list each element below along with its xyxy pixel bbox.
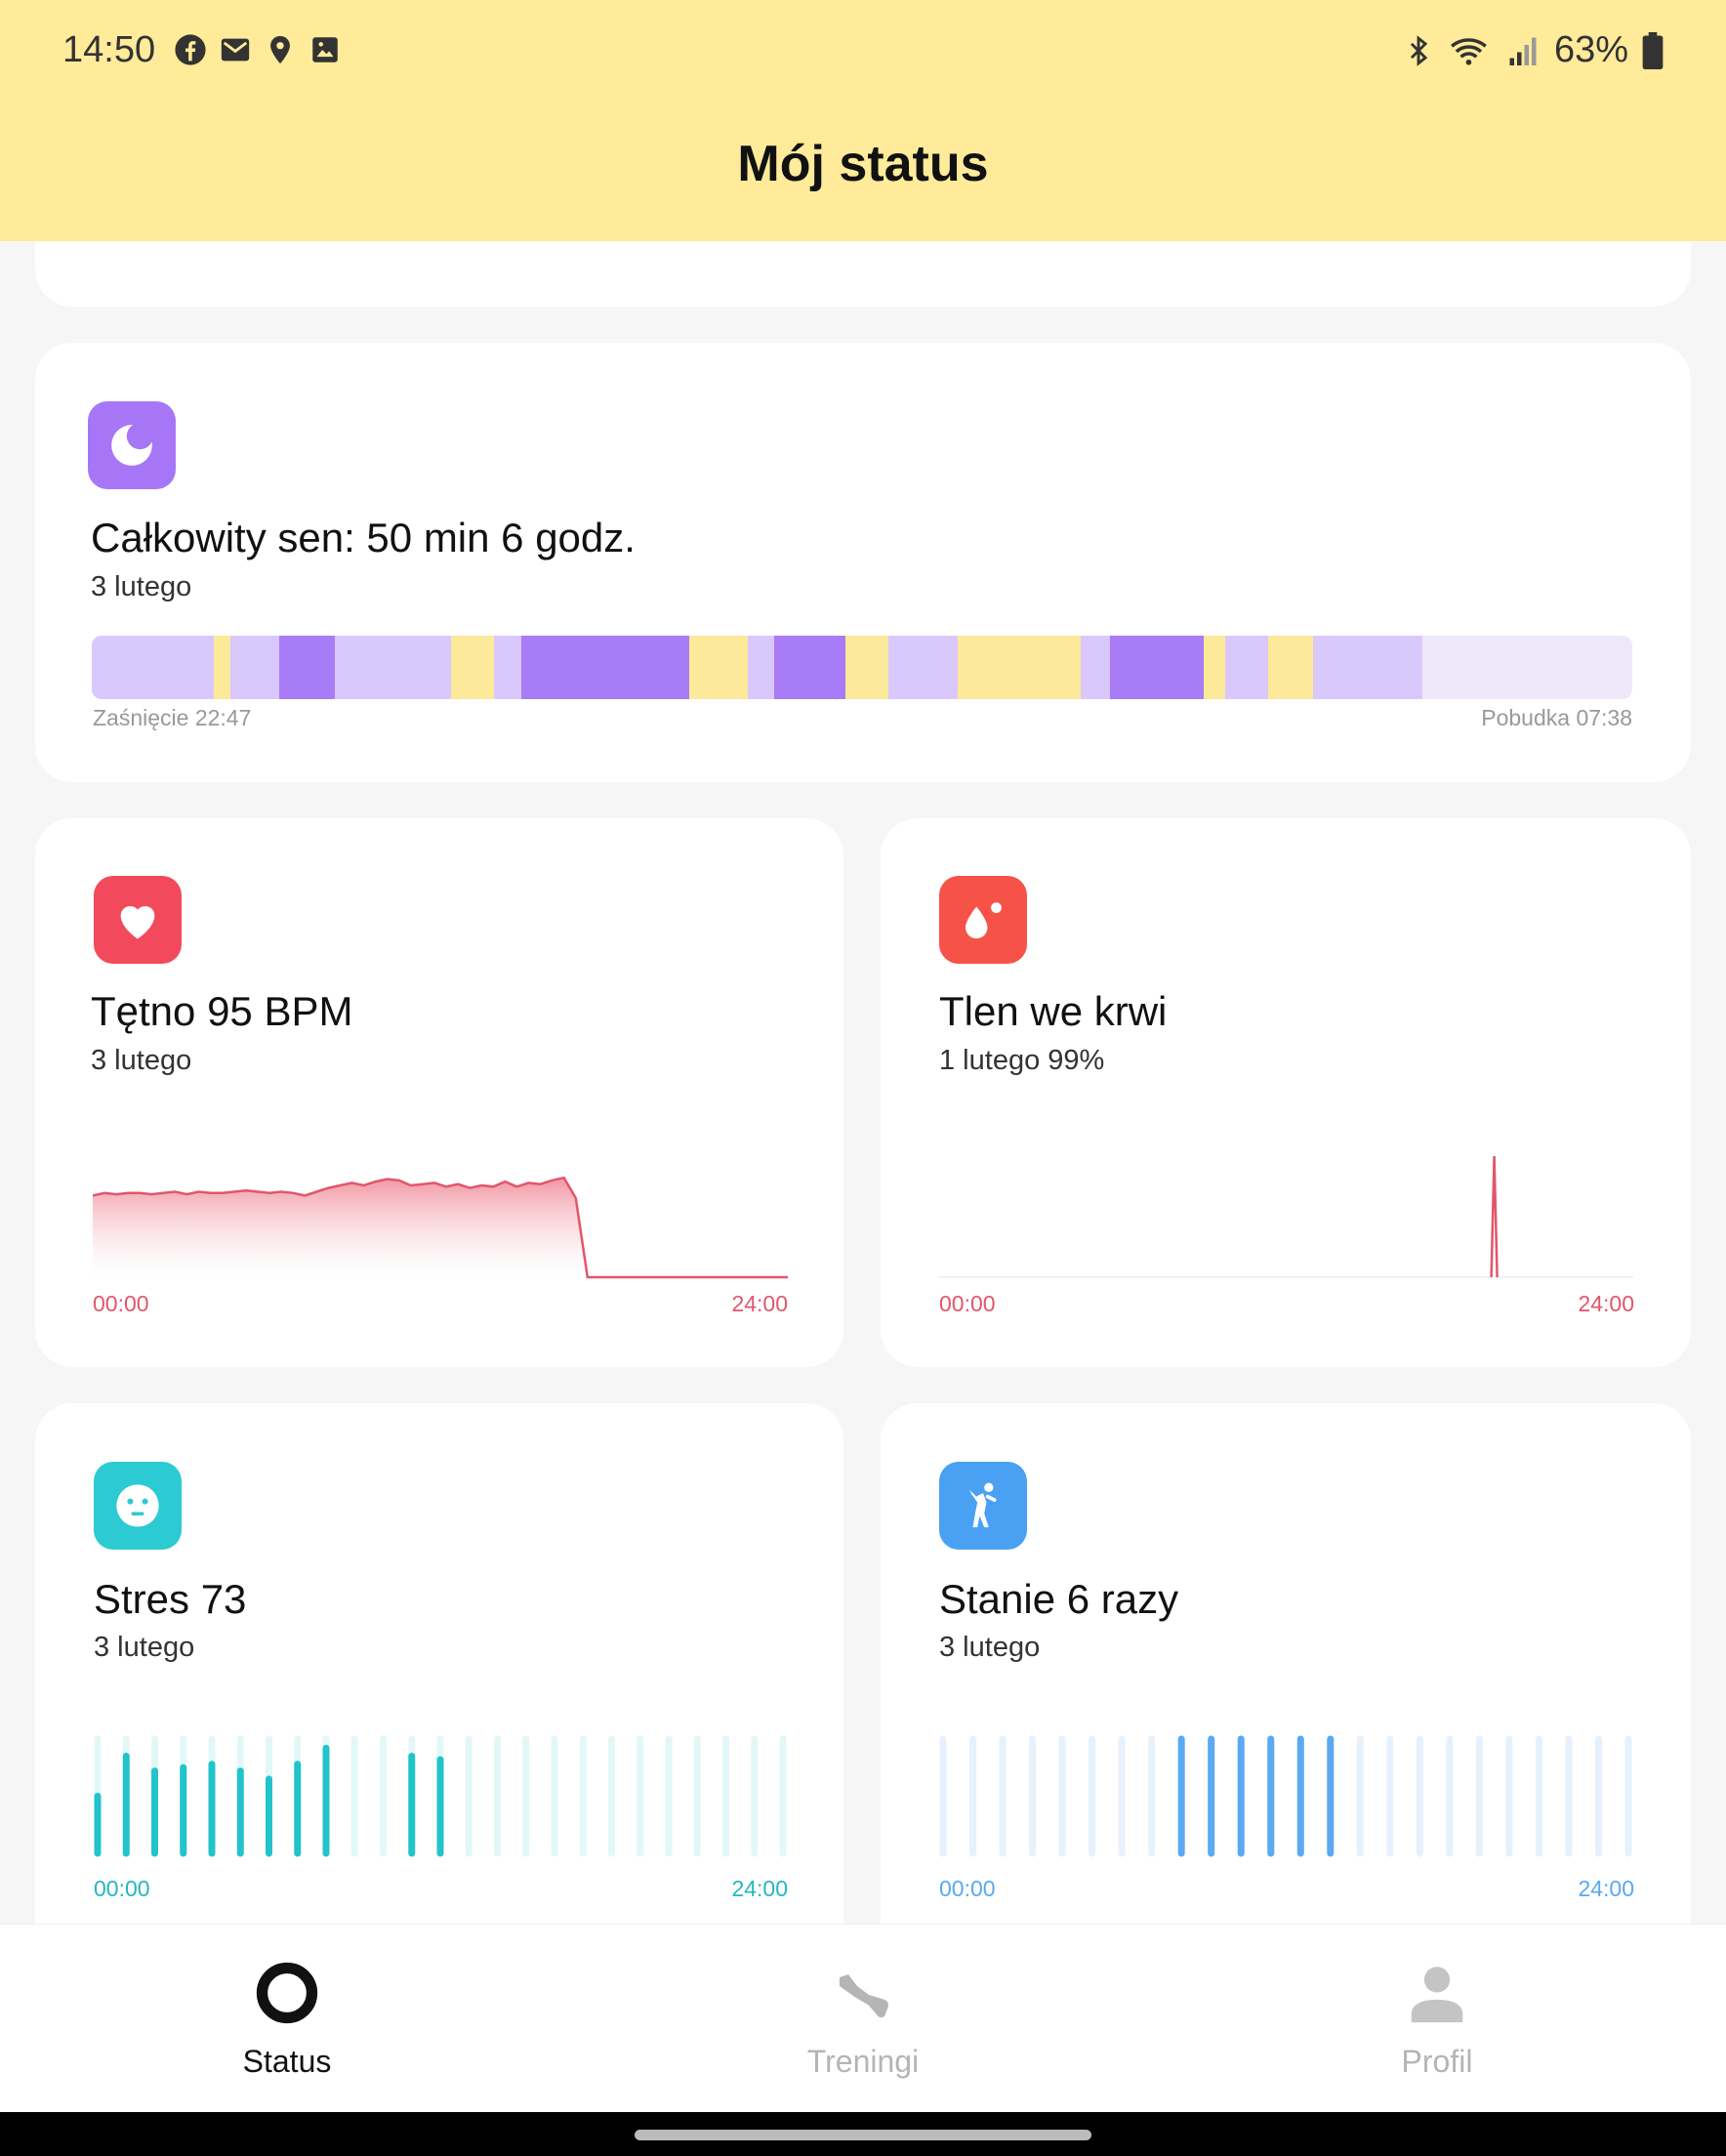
mail-icon bbox=[221, 38, 250, 62]
sleep-segment-deep bbox=[279, 636, 336, 699]
sleep-segment-empty bbox=[1422, 636, 1632, 699]
oxygen-reading bbox=[1490, 1155, 1499, 1278]
sleep-segment-light bbox=[1313, 636, 1423, 699]
oxygen-x-end: 24:00 bbox=[1578, 1291, 1634, 1316]
standing-chart bbox=[939, 1735, 1632, 1857]
signal-icon bbox=[1509, 37, 1537, 65]
stress-card[interactable]: Stres 73 3 lutego 00:00 24:00 bbox=[35, 1403, 843, 1989]
sleep-segment-awake bbox=[450, 636, 494, 699]
sleep-date: 3 lutego bbox=[91, 571, 192, 602]
stress-x-start: 00:00 bbox=[94, 1876, 150, 1901]
standing-title: Stanie 6 razy bbox=[939, 1576, 1179, 1622]
nav-item-status[interactable]: Status bbox=[82, 1925, 492, 2113]
standing-x-start: 00:00 bbox=[939, 1876, 996, 1901]
stress-x-end: 24:00 bbox=[731, 1876, 788, 1901]
home-indicator[interactable] bbox=[635, 2130, 1091, 2140]
facebook-icon bbox=[175, 34, 206, 65]
sleep-segment-light bbox=[493, 636, 522, 699]
battery-icon bbox=[1642, 31, 1664, 69]
stress-title: Stres 73 bbox=[94, 1576, 247, 1622]
sleep-segment-light bbox=[1225, 636, 1269, 699]
location-icon bbox=[270, 35, 290, 64]
heart-x-end: 24:00 bbox=[731, 1291, 788, 1316]
image-icon bbox=[312, 37, 338, 62]
sleep-card[interactable]: Całkowity sen: 50 min 6 godz. 3 lutego Z… bbox=[35, 343, 1691, 782]
sleep-segment-awake bbox=[1204, 636, 1226, 699]
drop-icon bbox=[939, 876, 1027, 964]
wifi-icon bbox=[1450, 37, 1487, 65]
top-bar: 14:50 63% Mój status bbox=[0, 0, 1726, 241]
status-left-icons bbox=[174, 33, 342, 66]
battery-percent: 63% bbox=[1553, 29, 1628, 70]
stress-date: 3 lutego bbox=[94, 1632, 195, 1663]
sleep-title: Całkowity sen: 50 min 6 godz. bbox=[91, 515, 636, 560]
stretch-person-icon bbox=[939, 1462, 1027, 1550]
ring-icon bbox=[256, 1962, 318, 2024]
nav-item-profil[interactable]: Profil bbox=[1232, 1925, 1642, 2113]
heart-rate-line bbox=[93, 1176, 788, 1279]
standing-date: 3 lutego bbox=[939, 1632, 1041, 1663]
sleep-segment-light bbox=[1080, 636, 1110, 699]
sleep-segment-deep bbox=[773, 636, 845, 699]
sleep-segment-light bbox=[92, 636, 214, 699]
status-right: 63% bbox=[1402, 29, 1664, 71]
heart-x-start: 00:00 bbox=[93, 1291, 149, 1316]
shoe-icon bbox=[840, 1974, 888, 2018]
status-time: 14:50 bbox=[62, 29, 156, 70]
sleep-segment-awake bbox=[957, 636, 1081, 699]
nav-label-status: Status bbox=[242, 2044, 332, 2079]
heart-rate-card[interactable]: Tętno 95 BPM 3 lutego 00:00 24:00 bbox=[35, 818, 843, 1367]
sleep-stage-bar bbox=[92, 636, 1632, 699]
system-navigation-bar bbox=[0, 2112, 1726, 2156]
face-icon bbox=[94, 1462, 182, 1550]
standing-x-end: 24:00 bbox=[1578, 1876, 1634, 1901]
heart-rate-chart bbox=[93, 1176, 788, 1279]
bottom-navigation: Status Treningi Profil bbox=[0, 1924, 1726, 2113]
nav-label-profil: Profil bbox=[1401, 2044, 1473, 2079]
oxygen-x-start: 00:00 bbox=[939, 1291, 996, 1316]
sleep-segment-awake bbox=[213, 636, 230, 699]
sleep-segment-awake bbox=[1268, 636, 1314, 699]
stress-chart bbox=[94, 1735, 787, 1857]
page-title: Mój status bbox=[737, 136, 989, 192]
sleep-segment-light bbox=[335, 636, 451, 699]
heart-date: 3 lutego bbox=[91, 1045, 192, 1076]
blood-oxygen-card[interactable]: Tlen we krwi 1 lutego 99% 00:00 24:00 bbox=[881, 818, 1691, 1367]
moon-icon bbox=[88, 401, 176, 489]
heart-rate-area bbox=[93, 1178, 788, 1277]
sleep-end-label: Pobudka 07:38 bbox=[1481, 705, 1632, 730]
sleep-segment-light bbox=[887, 636, 958, 699]
nav-label-treningi: Treningi bbox=[806, 2044, 920, 2079]
oxygen-title: Tlen we krwi bbox=[939, 988, 1168, 1034]
sleep-segment-awake bbox=[844, 636, 888, 699]
nav-item-treningi[interactable]: Treningi bbox=[658, 1925, 1068, 2113]
sleep-segment-deep bbox=[521, 636, 690, 699]
heart-title: Tętno 95 BPM bbox=[91, 988, 353, 1034]
sleep-segment-light bbox=[230, 636, 280, 699]
sleep-start-label: Zaśnięcie 22:47 bbox=[93, 705, 252, 730]
sleep-segment-deep bbox=[1109, 636, 1205, 699]
sleep-segment-awake bbox=[689, 636, 749, 699]
person-icon bbox=[1411, 1967, 1463, 2023]
heart-icon bbox=[94, 876, 182, 964]
standing-card[interactable]: Stanie 6 razy 3 lutego 00:00 24:00 bbox=[881, 1403, 1691, 1989]
sleep-segment-light bbox=[748, 636, 774, 699]
blood-oxygen-chart bbox=[938, 1155, 1633, 1278]
bluetooth-icon bbox=[1410, 34, 1428, 66]
oxygen-date: 1 lutego 99% bbox=[939, 1045, 1105, 1076]
